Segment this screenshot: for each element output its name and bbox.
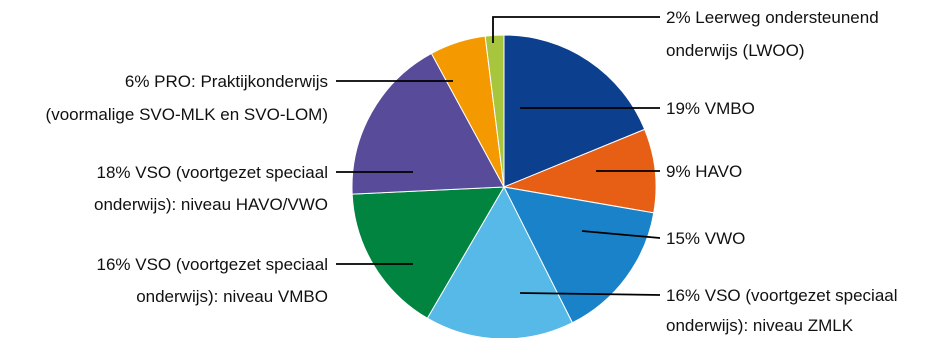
- slice-label-lwoo-line-2: onderwijs (LWOO): [666, 41, 805, 60]
- slice-label-pro-line-1: 6% PRO: Praktijkonderwijs: [125, 72, 328, 91]
- pie-slice-vso-niveau-vmbo: [351, 186, 505, 319]
- pie-labels: 19% VMBO 9% HAVO 15% VWO 16% VSO (voortgeze…: [46, 8, 898, 335]
- leader-line-lwoo: [492, 16, 660, 43]
- slice-label-vso-niveau-vmbo-line-2: onderwijs): niveau VMBO: [136, 287, 328, 306]
- slice-label-vso-niveau-havo-vwo-line-1: 18% VSO (voortgezet speciaal: [96, 163, 328, 182]
- pie-slice-vso-niveau-havo-vwo: [351, 52, 505, 195]
- pie-slice-lwoo: [484, 34, 505, 188]
- slice-label-vso-niveau-vmbo-line-1: 16% VSO (voortgezet speciaal: [96, 255, 328, 274]
- slice-label-vso-niveau-zmlk-line-1: 16% VSO (voortgezet speciaal: [666, 286, 898, 305]
- slice-label-vwo: 15% VWO: [666, 229, 745, 248]
- pie-slice-vmbo: [503, 34, 646, 188]
- slice-label-vso-niveau-zmlk-line-2: onderwijs): niveau ZMLK: [666, 316, 854, 335]
- pie-slice-vso-niveau-zmlk: [426, 185, 574, 338]
- leader-line-vso-niveau-zmlk: [519, 292, 661, 296]
- slice-label-vmbo: 19% VMBO: [666, 99, 755, 118]
- slice-label-pro-line-2: (voormalige SVO-MLK en SVO-LOM): [46, 105, 328, 124]
- pie-slice-vwo: [503, 186, 655, 324]
- slice-label-lwoo-line-1: 2% Leerweg ondersteunend: [666, 8, 879, 27]
- slice-label-vso-niveau-havo-vwo-line-2: onderwijs): niveau HAVO/VWO: [94, 195, 328, 214]
- slice-label-havo: 9% HAVO: [666, 162, 742, 181]
- leader-line-vwo: [581, 230, 661, 239]
- pie-slices: [351, 34, 657, 338]
